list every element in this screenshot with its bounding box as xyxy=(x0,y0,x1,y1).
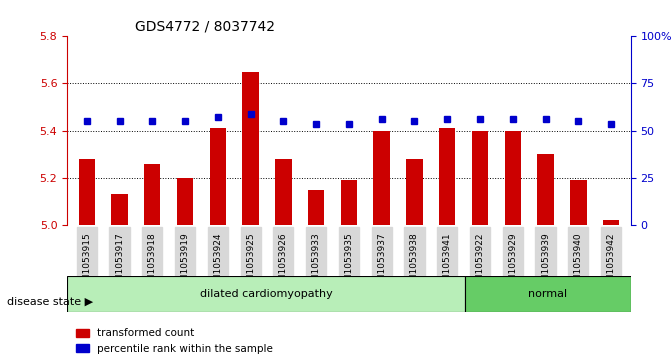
FancyBboxPatch shape xyxy=(465,276,631,312)
Bar xyxy=(406,159,423,225)
Bar xyxy=(111,194,127,225)
Bar xyxy=(308,189,324,225)
Legend: transformed count, percentile rank within the sample: transformed count, percentile rank withi… xyxy=(72,324,277,358)
Bar xyxy=(144,164,160,225)
Bar xyxy=(341,180,357,225)
Bar xyxy=(537,154,554,225)
Bar xyxy=(209,128,226,225)
Text: dilated cardiomyopathy: dilated cardiomyopathy xyxy=(200,289,332,299)
Bar xyxy=(439,128,456,225)
Text: GDS4772 / 8037742: GDS4772 / 8037742 xyxy=(135,20,274,34)
Bar xyxy=(570,180,586,225)
Bar xyxy=(177,178,193,225)
Bar xyxy=(242,72,259,225)
Text: disease state ▶: disease state ▶ xyxy=(7,296,93,306)
Bar xyxy=(79,159,95,225)
FancyBboxPatch shape xyxy=(67,276,465,312)
Bar xyxy=(275,159,292,225)
Bar xyxy=(505,131,521,225)
Bar xyxy=(472,131,488,225)
Bar xyxy=(603,220,619,225)
Bar xyxy=(374,131,390,225)
Text: normal: normal xyxy=(528,289,568,299)
